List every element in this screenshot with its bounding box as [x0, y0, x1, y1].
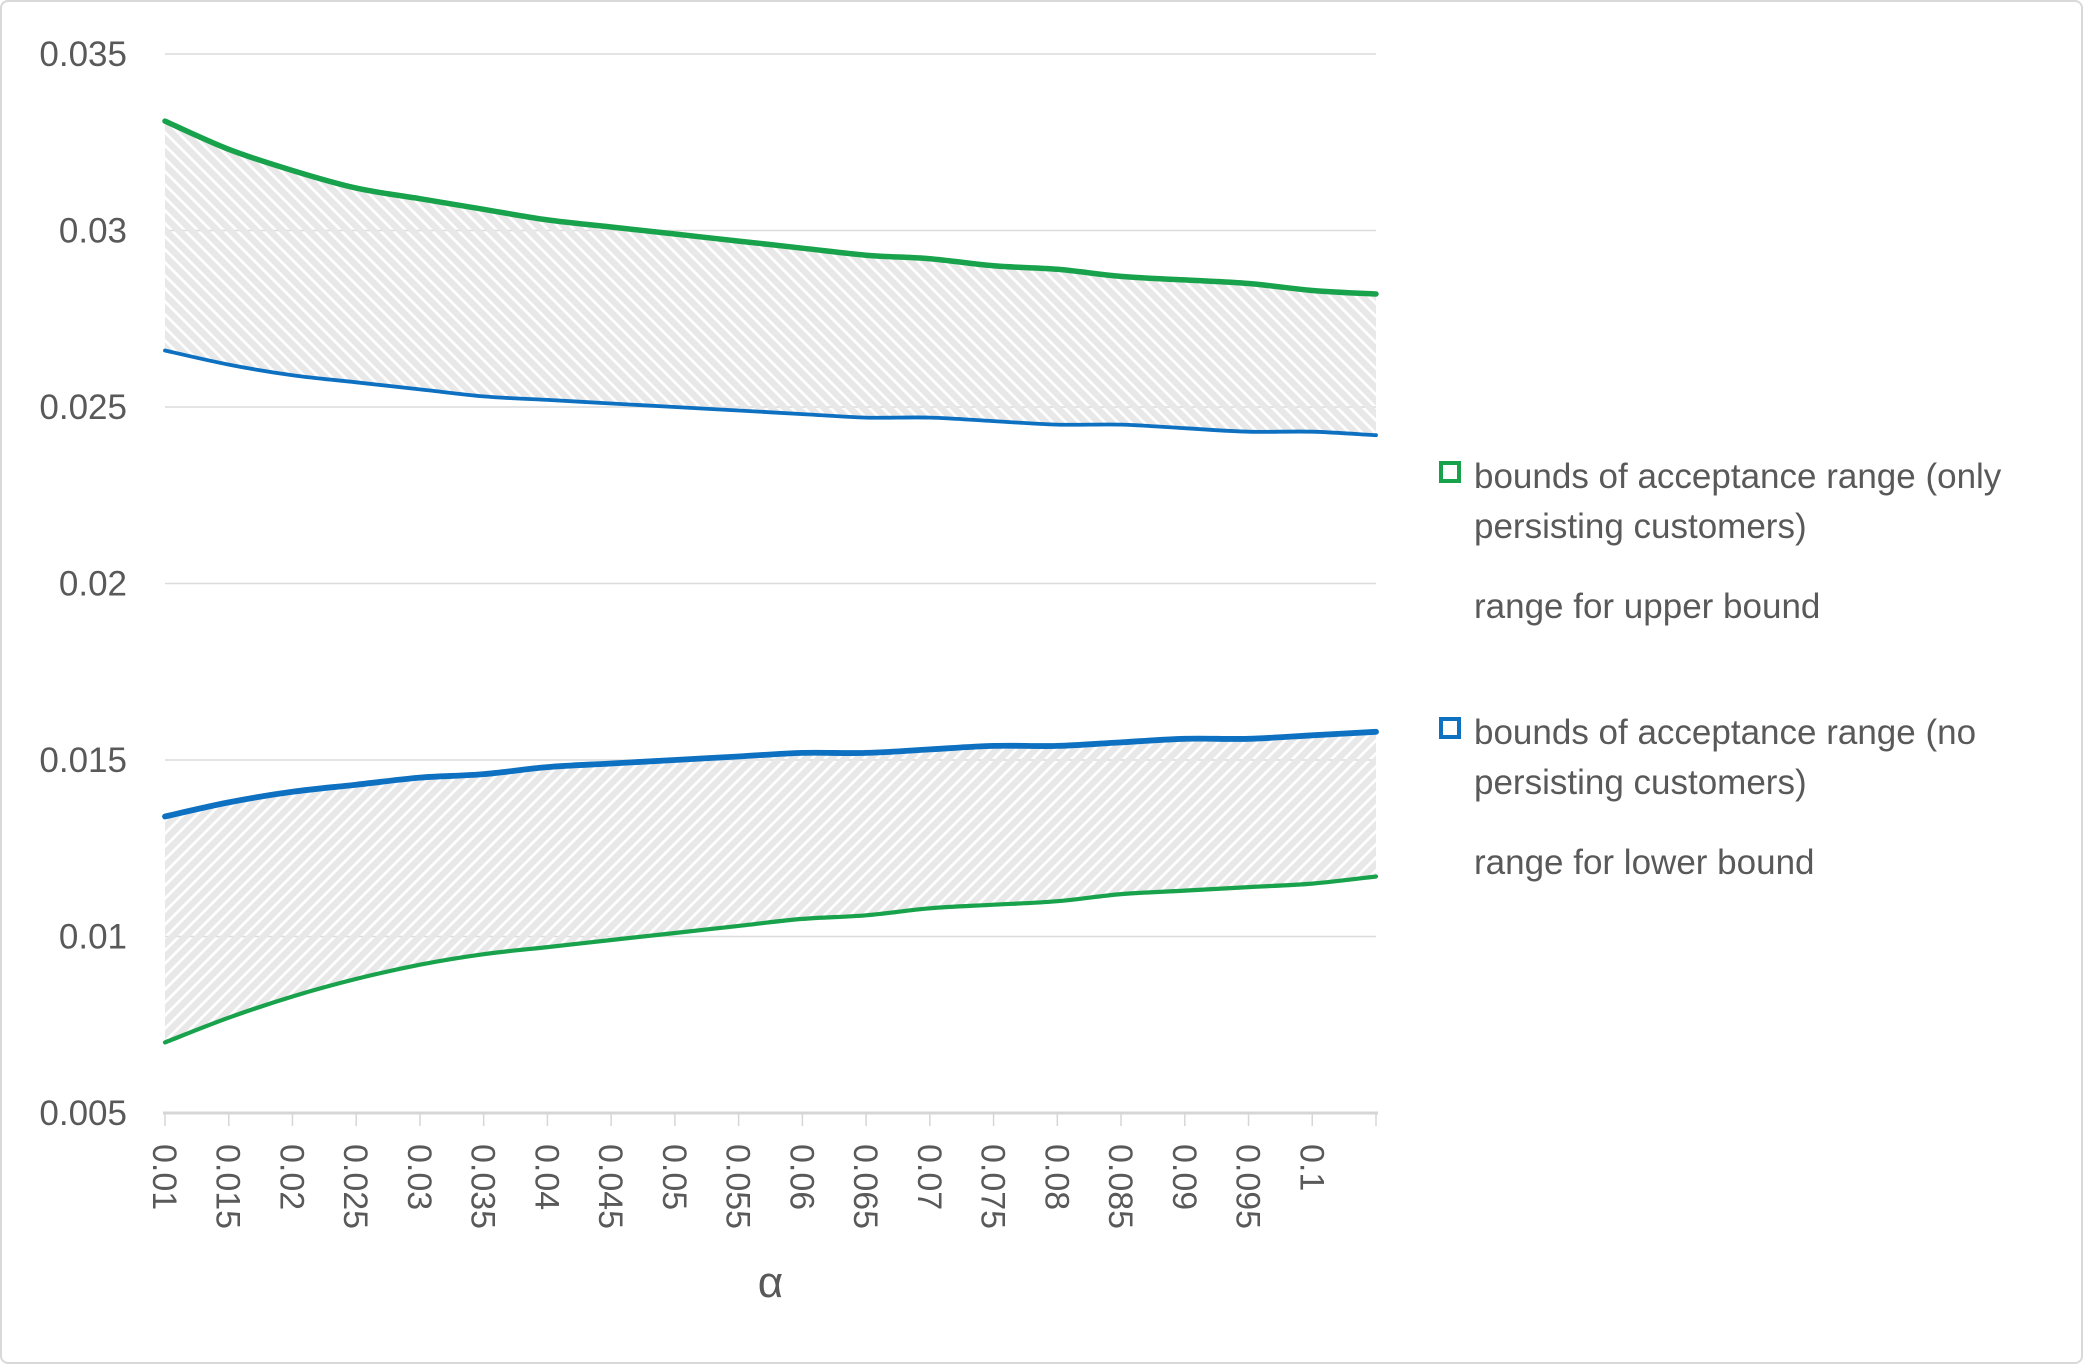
y-tick-label: 0.03	[59, 212, 127, 251]
x-tick-label: 0.09	[1165, 1144, 1203, 1210]
area-range-for-lower-bound	[165, 731, 1376, 1043]
curve-upper-bound-of-acceptance-range-only-persisting-customers-	[162, 118, 1379, 297]
hatch-up-swatch-icon	[1439, 846, 1461, 868]
x-tick-label: 0.01	[145, 1144, 183, 1210]
y-tick-labels: 0.005 0.01 0.015 0.02 0.025 0.03 0.035	[39, 35, 127, 1133]
curve-lower-bound-of-acceptance-range-no-persisting-customers-	[162, 728, 1379, 820]
y-tick-label: 0.015	[39, 741, 127, 780]
x-tick-label: 0.085	[1101, 1144, 1139, 1229]
x-tick-label: 0.03	[400, 1144, 438, 1210]
x-tick-label: 0.02	[272, 1144, 310, 1210]
y-tick-label: 0.02	[59, 565, 127, 604]
hatch-down-swatch-icon	[1439, 590, 1461, 612]
x-axis	[163, 1111, 1378, 1126]
x-tick-label: 0.015	[209, 1144, 247, 1229]
y-tick-label: 0.005	[39, 1094, 127, 1133]
x-tick-label: 0.1	[1292, 1144, 1330, 1191]
area-range-for-upper-bound	[165, 121, 1376, 436]
legend-label: range for lower bound	[1474, 838, 1815, 888]
x-tick-label: 0.055	[719, 1144, 757, 1229]
legend-item-range-lower-bound: range for lower bound	[1439, 838, 1815, 888]
y-tick-label: 0.01	[59, 918, 127, 957]
x-tick-label: 0.025	[336, 1144, 374, 1229]
x-tick-labels: 0.01 0.015 0.02 0.025 0.03 0.035 0.04 0.045 0.05…	[145, 1144, 1330, 1229]
legend-item-bounds-only-persisting: bounds of acceptance range (only persist…	[1439, 452, 2001, 552]
x-tick-label: 0.035	[464, 1144, 502, 1229]
x-tick-label: 0.05	[655, 1144, 693, 1210]
legend-label-line: range for upper bound	[1474, 587, 1821, 626]
x-tick-label: 0.065	[846, 1144, 884, 1229]
x-tick-label: 0.075	[974, 1144, 1012, 1229]
y-tick-label: 0.025	[39, 388, 127, 427]
x-tick-label: 0.04	[527, 1144, 565, 1210]
x-tick-label: 0.07	[910, 1144, 948, 1210]
blue-outline-square-icon	[1439, 717, 1461, 739]
x-tick-label: 0.06	[782, 1144, 820, 1210]
green-outline-square-icon	[1439, 461, 1461, 483]
curve-upper-bound-of-acceptance-range-no-persisting-customers-	[163, 348, 1378, 438]
x-tick-label: 0.045	[591, 1144, 629, 1229]
legend-item-range-upper-bound: range for upper bound	[1439, 582, 1820, 632]
legend-label-line: bounds of acceptance range (only	[1474, 457, 2002, 496]
hatched-areas	[165, 121, 1376, 1043]
y-tick-label: 0.035	[39, 35, 127, 74]
legend-label-line: persisting customers)	[1474, 763, 1807, 802]
x-axis-title: α	[758, 1258, 783, 1307]
legend-item-bounds-no-persisting: bounds of acceptance range (no persistin…	[1439, 708, 1976, 808]
legend-label-line: persisting customers)	[1474, 507, 1807, 546]
legend-label: range for upper bound	[1474, 582, 1820, 632]
legend-label: bounds of acceptance range (no persistin…	[1474, 708, 1976, 808]
legend-label-line: bounds of acceptance range (no	[1474, 713, 1977, 752]
x-tick-label: 0.08	[1037, 1144, 1075, 1210]
legend-label-line: range for lower bound	[1474, 843, 1815, 882]
x-tick-label: 0.095	[1229, 1144, 1267, 1229]
series-curves	[162, 118, 1379, 1045]
legend-label: bounds of acceptance range (only persist…	[1474, 452, 2001, 552]
curve-lower-bound-of-acceptance-range-only-persisting-customers-	[162, 874, 1379, 1045]
